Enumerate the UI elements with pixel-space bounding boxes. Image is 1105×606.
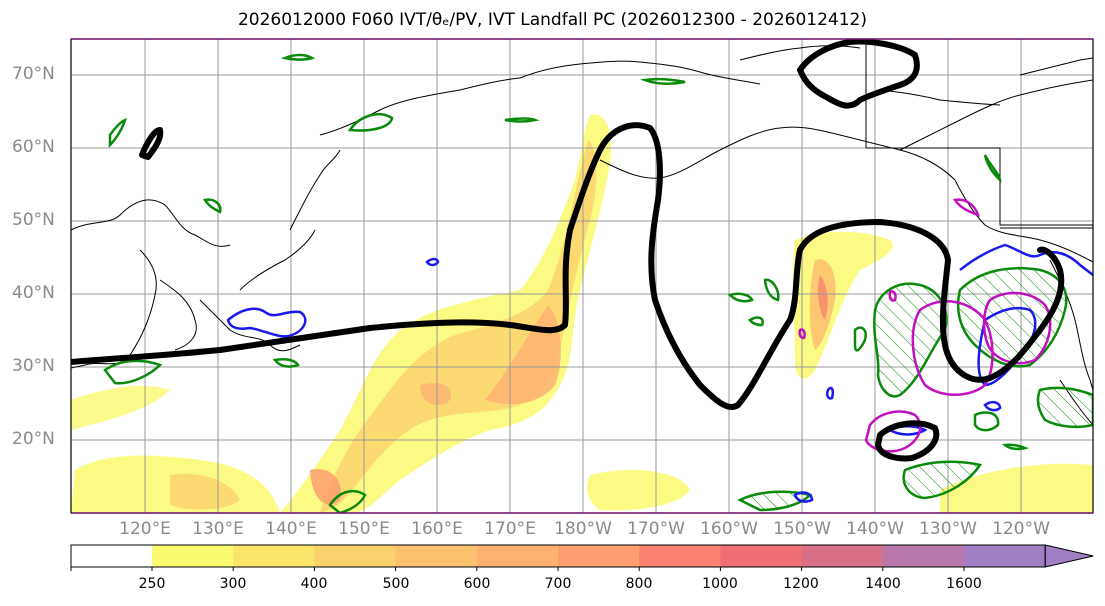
lat-label-20n: 20°N	[12, 429, 55, 449]
lon-label-120e: 120°E	[119, 519, 171, 539]
colorbar-tick-500: 500	[382, 576, 410, 592]
colorbar-tick-700: 700	[544, 576, 572, 592]
lon-label-130w: 130°W	[919, 519, 977, 539]
colorbar-segment	[882, 545, 965, 567]
political-borders	[865, 39, 1093, 229]
colorbar-segment	[233, 545, 315, 567]
colorbar-segment	[395, 545, 478, 567]
lon-label-150w: 150°W	[773, 519, 831, 539]
colorbar-segment	[639, 545, 721, 567]
colorbar-extend-arrow	[1044, 544, 1094, 568]
lon-label-150e: 150°E	[338, 519, 390, 539]
colorbar-tick-800: 800	[625, 576, 653, 592]
theta-e-contours	[71, 39, 1065, 462]
colorbar-tick-1000: 1000	[702, 576, 738, 592]
lon-label-120w: 120°W	[992, 519, 1050, 539]
lon-label-160w: 160°W	[700, 519, 758, 539]
lon-label-160e: 160°E	[411, 519, 463, 539]
lat-label-50n: 50°N	[12, 210, 55, 230]
colorbar-segment	[720, 545, 803, 567]
colorbar-segment	[314, 545, 397, 567]
colorbar-tick-1600: 1600	[946, 576, 982, 592]
lat-label-40n: 40°N	[12, 283, 55, 303]
colorbar-tick-600: 600	[463, 576, 491, 592]
colorbar-tick-1200: 1200	[783, 576, 819, 592]
colorbar-segment	[152, 545, 234, 567]
lat-label-60n: 60°N	[12, 137, 55, 157]
colorbar-segment	[801, 545, 884, 567]
colorbar	[70, 544, 1094, 571]
colorbar-tick-250: 250	[138, 576, 166, 592]
lon-label-140e: 140°E	[265, 519, 317, 539]
colorbar-segment	[964, 545, 1046, 567]
colorbar-tick-400: 400	[300, 576, 328, 592]
colorbar-tick-1400: 1400	[865, 576, 901, 592]
colorbar-tick-300: 300	[219, 576, 247, 592]
lon-label-140w: 140°W	[846, 519, 904, 539]
lon-label-170e: 170°E	[484, 519, 536, 539]
lon-label-130e: 130°E	[192, 519, 244, 539]
colorbar-segment-below	[71, 545, 152, 567]
colorbar-segment	[476, 545, 559, 567]
pv-green-contours	[103, 53, 1093, 513]
lon-label-170w: 170°W	[627, 519, 685, 539]
lat-label-70n: 70°N	[12, 64, 55, 84]
colorbar-segment	[558, 545, 640, 567]
lat-label-30n: 30°N	[12, 356, 55, 376]
lon-label-180w: 180°W	[554, 519, 612, 539]
figure-title: 2026012000 F060 IVT/θₑ/PV, IVT Landfall …	[237, 10, 868, 30]
